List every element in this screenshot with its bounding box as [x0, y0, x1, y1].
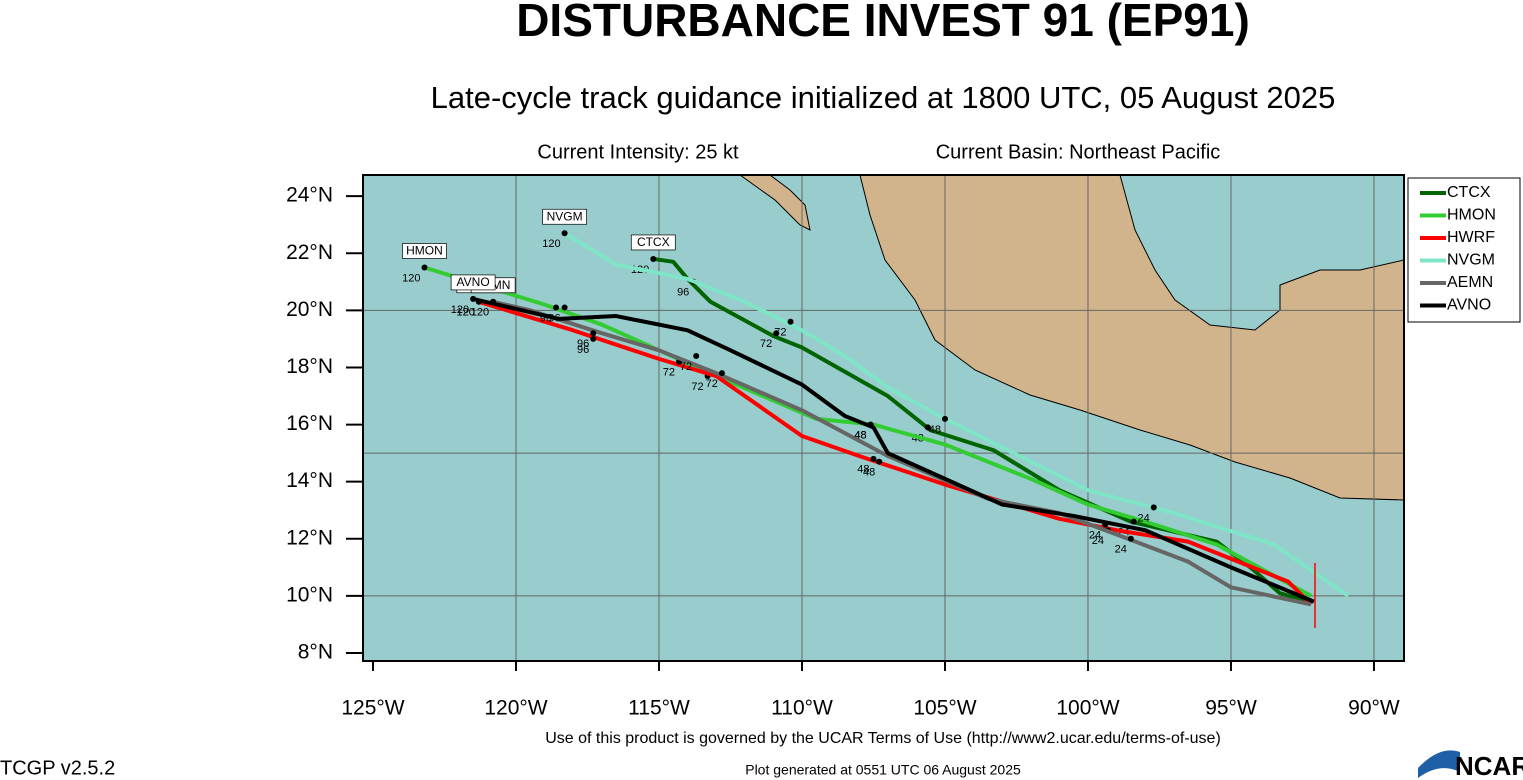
logo-mark: [1418, 750, 1460, 778]
y-tick-label: 18°N: [286, 355, 333, 378]
x-tick-label: 90°W: [1348, 697, 1400, 720]
track: [563, 231, 1350, 598]
track: [492, 299, 1312, 607]
tracks: 487296120CTCX24487296120HMON24487296120H…: [402, 208, 1350, 607]
hour-label: 72: [760, 338, 772, 350]
legend-items: CTCX HMON HWRF NVGM AEMN AVNO: [1420, 184, 1496, 314]
track-point: [773, 330, 780, 337]
axes: 125°W 120°W 115°W 110°W 105°W 100°W 95°W 90°W 8°…: [286, 184, 1400, 720]
hour-label: 24: [1138, 512, 1150, 524]
legend-label: AVNO: [1447, 297, 1491, 314]
y-tick-label: 24°N: [286, 184, 333, 207]
hour-label: 48: [854, 429, 866, 441]
track-point: [470, 295, 477, 302]
name-box: [450, 274, 496, 291]
hour-label: 48: [857, 464, 869, 476]
name-label: NVGM: [547, 209, 583, 223]
track-point: [561, 304, 568, 311]
hour-label: 24: [1092, 535, 1104, 547]
x-tick-label: 120°W: [484, 697, 547, 720]
hour-label: 96: [577, 338, 589, 350]
track-point: [787, 318, 794, 325]
terms: Use of this product is governed by the U…: [545, 730, 1221, 747]
grid: [363, 175, 1404, 661]
name-box: [542, 208, 587, 225]
hour-label: 96: [677, 287, 689, 299]
name-label: AVNO: [457, 275, 490, 289]
hour-label: 96: [577, 344, 589, 356]
track-point: [924, 424, 931, 431]
legend-label: CTCX: [1447, 184, 1491, 201]
track-point: [870, 455, 877, 462]
legend-label: NVGM: [1447, 252, 1495, 269]
legend-label: HMON: [1447, 207, 1496, 224]
hour-label: 24: [1089, 529, 1101, 541]
x-tick-label: 105°W: [913, 697, 976, 720]
name-label: HMON: [406, 244, 443, 258]
track-point: [553, 304, 560, 311]
x-tick-label: 125°W: [341, 697, 404, 720]
legend-label: AEMN: [1447, 274, 1493, 291]
hour-label: 120: [471, 307, 489, 319]
track: [652, 256, 1309, 604]
legend: [1407, 177, 1521, 323]
track-point: [1150, 504, 1157, 511]
track-point: [941, 415, 948, 422]
baja: [739, 175, 811, 231]
y-tick-label: 20°N: [286, 298, 333, 321]
track-point: [561, 230, 568, 237]
y-tick-label: 8°N: [298, 641, 333, 664]
frame: [362, 174, 1405, 662]
track-point: [876, 458, 883, 465]
hour-label: 72: [691, 381, 703, 393]
logo: NCAR: [1455, 751, 1523, 780]
title: DISTURBANCE INVEST 91 (EP91): [516, 0, 1250, 46]
y-tick-label: 12°N: [286, 526, 333, 549]
hour-label: 48: [863, 467, 875, 479]
hour-label: 48: [929, 424, 941, 436]
version: TCGP v2.5.2: [0, 757, 115, 779]
subtitle: Late-cycle track guidance initialized at…: [431, 80, 1336, 115]
track-point: [650, 255, 657, 262]
intensity: Current Intensity: 25 kt: [537, 141, 739, 163]
track: [472, 296, 1315, 604]
hour-label: 72: [706, 378, 718, 390]
map-area: 487296120CTCX24487296120HMON24487296120H…: [363, 175, 1404, 661]
name-label: CTCX: [637, 235, 670, 249]
name-box: [630, 234, 676, 251]
x-tick-label: 110°W: [771, 697, 833, 720]
hour-label: 120: [542, 238, 560, 250]
track-point: [421, 264, 428, 271]
track-point: [590, 330, 597, 337]
track-point: [590, 335, 597, 342]
y-tick-label: 16°N: [286, 412, 333, 435]
hour-label: 72: [680, 361, 692, 373]
legend-label: HWRF: [1447, 229, 1495, 246]
basin: Current Basin: Northeast Pacific: [936, 141, 1221, 163]
generated: Plot generated at 0551 UTC 06 August 202…: [745, 762, 1021, 778]
x-tick-label: 100°W: [1056, 697, 1119, 720]
track-point: [1130, 518, 1137, 525]
hour-label: 24: [1115, 544, 1127, 556]
track-point: [693, 353, 700, 360]
track-point: [1102, 521, 1109, 528]
track-point: [867, 421, 874, 428]
y-tick-label: 22°N: [286, 241, 333, 264]
hour-label: 72: [663, 367, 675, 379]
name-box: [402, 243, 447, 259]
x-tick-label: 95°W: [1205, 697, 1257, 720]
y-tick-label: 10°N: [286, 583, 333, 606]
hour-label: 120: [451, 304, 469, 316]
hour-label: 96: [540, 312, 552, 324]
track-point: [1127, 535, 1134, 542]
x-tick-label: 115°W: [628, 697, 690, 720]
hour-label: 120: [402, 272, 420, 284]
hour-label: 72: [774, 327, 786, 339]
hour-label: 120: [456, 307, 474, 319]
y-tick-label: 14°N: [286, 469, 333, 492]
track: [478, 299, 1313, 606]
track-point: [718, 370, 725, 377]
